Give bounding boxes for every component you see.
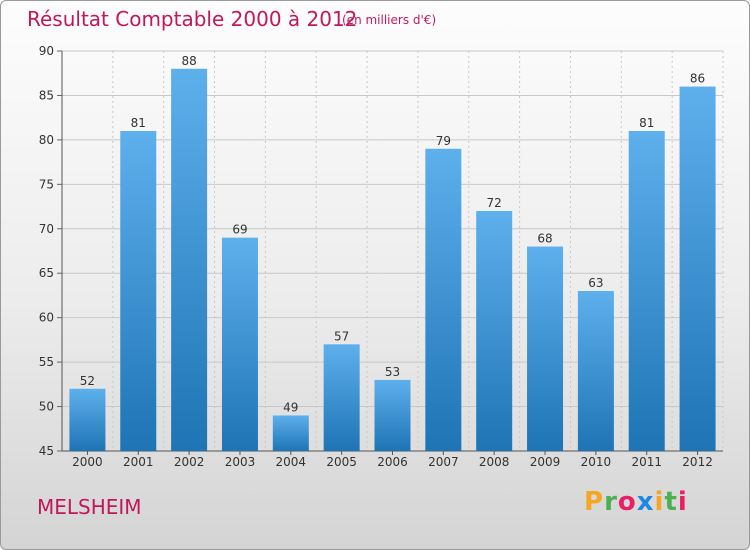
x-tick-label: 2012 (682, 455, 713, 469)
bar-2010 (577, 291, 614, 451)
x-tick-label: 2007 (428, 455, 459, 469)
x-tick-label: 2010 (581, 455, 612, 469)
x-tick-label: 2001 (123, 455, 154, 469)
y-tick-label: 65 (39, 266, 54, 280)
bar-2003 (221, 237, 258, 451)
axes: 45 50 55 60 65 70 75 80 85 90 2000 2001 2002 2003 2004… (39, 44, 723, 469)
bar-value-label: 88 (181, 54, 196, 68)
bar-value-label: 52 (80, 374, 95, 388)
bar-value-label: 79 (436, 134, 451, 148)
bar-value-label: 53 (385, 365, 400, 379)
bar-2004 (272, 415, 309, 451)
x-tick-label: 2002 (174, 455, 205, 469)
x-tick-label: 2004 (276, 455, 307, 469)
y-tick-label: 90 (39, 44, 54, 58)
bar-value-label: 81 (131, 116, 146, 130)
bar-value-label: 57 (334, 329, 349, 343)
data-labels: 52 81 88 69 49 57 53 79 72 68 63 81 86 (80, 54, 705, 415)
y-tick-label: 75 (39, 177, 54, 191)
bar-2012 (679, 86, 716, 452)
bar-value-label: 81 (639, 116, 654, 130)
logo-letter: o (617, 487, 637, 517)
y-tick-label: 80 (39, 133, 54, 147)
logo-letter: t (664, 487, 678, 517)
bar-value-label: 69 (232, 223, 247, 237)
bar-2009 (527, 246, 564, 451)
bar-2001 (120, 131, 157, 451)
proxiti-logo: Proxiti (584, 487, 688, 517)
x-tick-label: 2006 (377, 455, 408, 469)
logo-letter: r (604, 487, 618, 517)
y-tick-label: 50 (39, 400, 54, 414)
x-tick-label: 2003 (225, 455, 256, 469)
bar-2005 (323, 344, 360, 451)
bar-2000 (69, 388, 106, 451)
x-tick-label: 2011 (631, 455, 662, 469)
x-tick-label: 2009 (530, 455, 561, 469)
bar-value-label: 63 (588, 276, 603, 290)
bar-2007 (425, 148, 462, 451)
logo-letter: i (677, 487, 688, 517)
bar-value-label: 68 (537, 232, 552, 246)
chart-unit: (en milliers d'€) (342, 13, 437, 27)
commune-name: MELSHEIM (37, 495, 142, 519)
x-tick-label: 2008 (479, 455, 510, 469)
bar-2011 (628, 131, 665, 451)
bars (69, 68, 716, 452)
x-tick-label: 2000 (72, 455, 103, 469)
logo-letter: P (584, 487, 605, 517)
y-tick-label: 55 (39, 355, 54, 369)
logo-letter: i (654, 487, 665, 517)
y-tick-label: 85 (39, 88, 54, 102)
bar-value-label: 72 (487, 196, 502, 210)
y-tick-label: 45 (39, 444, 54, 458)
y-tick-label: 60 (39, 311, 54, 325)
bar-2008 (476, 211, 513, 451)
bar-value-label: 49 (283, 400, 298, 414)
bar-2006 (374, 379, 411, 451)
logo-letter: x (636, 487, 655, 517)
chart-title: Résultat Comptable 2000 à 2012 (27, 7, 358, 31)
bar-value-label: 86 (690, 72, 705, 86)
y-tick-label: 70 (39, 222, 54, 236)
x-tick-label: 2005 (326, 455, 357, 469)
bar-2002 (171, 68, 208, 452)
